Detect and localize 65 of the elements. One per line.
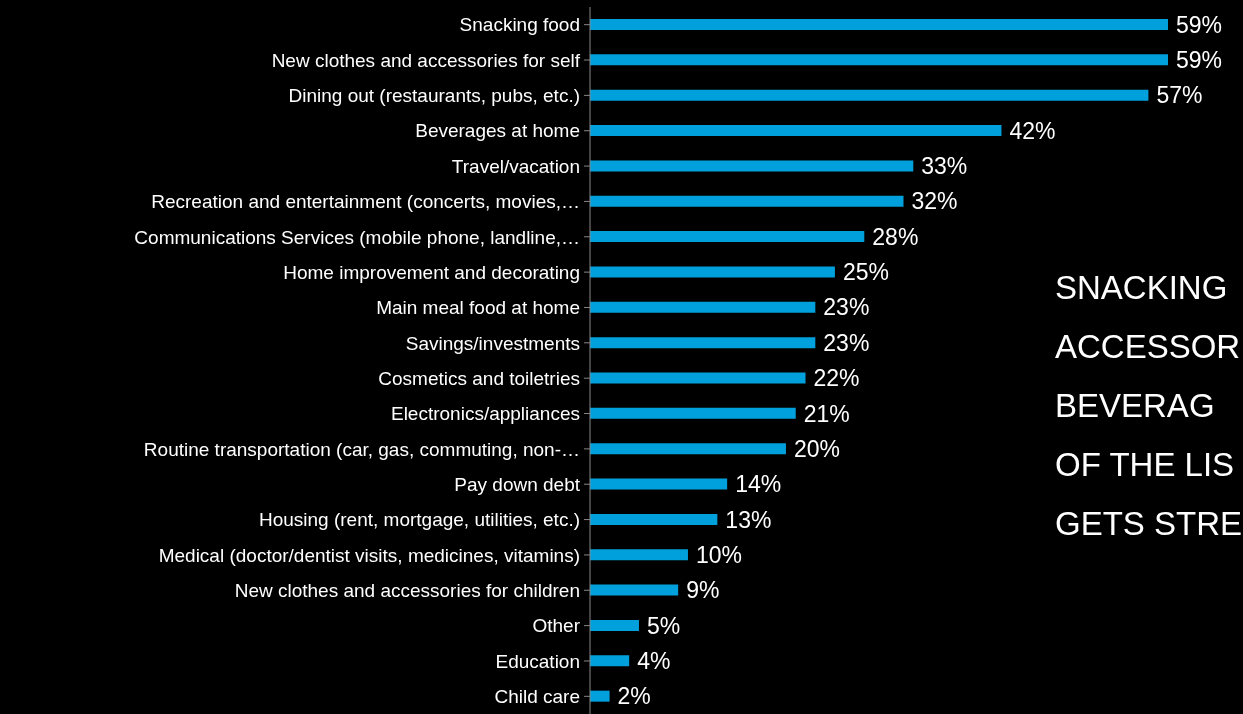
y-tick-label: Other xyxy=(532,615,581,637)
data-label: 13% xyxy=(725,506,772,533)
y-tick-label: Medical (doctor/dentist visits, medicines, vitamins) xyxy=(158,544,580,566)
bar xyxy=(590,655,630,667)
data-label: 57% xyxy=(1156,82,1203,109)
annotation: BEVERAG xyxy=(1055,386,1215,426)
annotation: OF THE LIS xyxy=(1055,445,1235,485)
data-label: 21% xyxy=(803,400,850,427)
y-tick-label: Routine transportation (car, gas, commuting, non-… xyxy=(143,438,580,460)
data-label: 33% xyxy=(921,153,968,180)
y-tick-label: Child care xyxy=(494,686,580,708)
bar xyxy=(590,619,639,631)
data-label: 28% xyxy=(872,223,919,250)
bar xyxy=(590,54,1168,66)
y-tick-label: Recreation and entertainment (concerts, movies,… xyxy=(151,191,580,213)
y-tick-label: Dining out (restaurants, pubs, etc.) xyxy=(288,85,580,107)
data-label: 23% xyxy=(823,294,870,321)
y-tick-label: Housing (rent, mortgage, utilities, etc.) xyxy=(258,509,580,531)
bar xyxy=(590,513,718,525)
data-label: 42% xyxy=(1009,117,1056,144)
bar xyxy=(590,195,904,207)
annotation: SNACKING xyxy=(1055,268,1228,308)
y-tick-label: New clothes and accessories for self xyxy=(271,49,581,71)
annotation: GETS STRE xyxy=(1055,504,1243,544)
bar xyxy=(590,690,610,702)
data-label: 32% xyxy=(911,188,958,215)
y-tick-label: Communications Services (mobile phone, landline,… xyxy=(134,226,580,248)
y-tick-label: New clothes and accessories for children xyxy=(234,580,580,602)
y-tick-label: Electronics/appliances xyxy=(390,403,580,425)
bar xyxy=(590,231,865,243)
bar xyxy=(590,301,816,313)
bar xyxy=(590,19,1168,31)
data-label: 59% xyxy=(1176,11,1223,38)
data-label: 25% xyxy=(842,259,889,286)
bar xyxy=(590,125,1002,137)
data-label: 22% xyxy=(813,365,860,392)
bar xyxy=(590,372,806,384)
bar xyxy=(590,443,786,455)
data-label: 4% xyxy=(637,647,671,674)
bar xyxy=(590,584,679,596)
y-tick-label: Savings/investments xyxy=(405,332,580,354)
y-tick-label: Travel/vacation xyxy=(451,155,580,177)
data-label: 10% xyxy=(695,541,743,568)
data-label: 2% xyxy=(617,683,651,710)
bar xyxy=(590,89,1149,101)
bar xyxy=(590,337,816,349)
y-tick-label: Pay down debt xyxy=(454,473,581,495)
y-tick-label: Snacking food xyxy=(459,14,580,36)
y-tick-label: Home improvement and decorating xyxy=(283,261,580,283)
data-label: 9% xyxy=(686,577,720,604)
data-label: 14% xyxy=(735,471,782,498)
y-tick-label: Cosmetics and toiletries xyxy=(378,367,580,389)
data-label: 23% xyxy=(823,329,870,356)
bar xyxy=(590,266,835,278)
data-label: 20% xyxy=(793,435,840,462)
data-label: 59% xyxy=(1176,47,1223,74)
bar xyxy=(590,549,688,561)
y-tick-label: Education xyxy=(495,650,580,672)
bar xyxy=(590,160,914,172)
bar xyxy=(590,407,796,419)
y-tick-label: Beverages at home xyxy=(415,120,580,142)
y-tick-label: Main meal food at home xyxy=(376,297,580,319)
data-label: 5% xyxy=(646,612,681,639)
annotation: ACCESSOR xyxy=(1055,327,1241,367)
bar xyxy=(590,478,728,490)
